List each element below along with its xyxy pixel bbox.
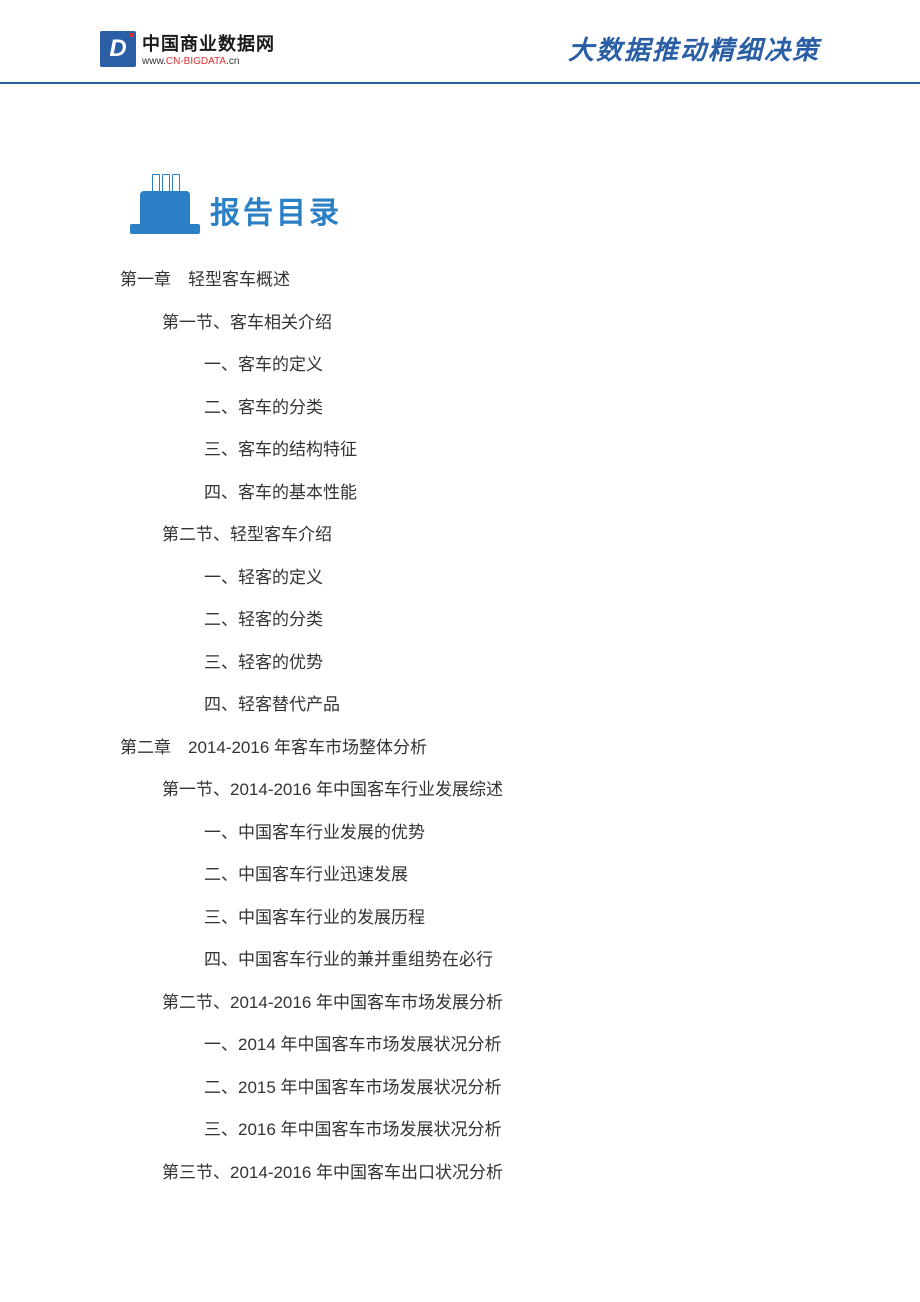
toc-entry-item: 一、轻客的定义 <box>204 557 800 600</box>
slogan: 大数据推动精细决策 <box>568 30 820 67</box>
logo-text: 中国商业数据网 www.CN-BIGDATA.cn <box>142 30 275 67</box>
content: 报告目录 第一章 轻型客车概述第一节、客车相关介绍一、客车的定义二、客车的分类三… <box>0 84 920 1234</box>
toc-entry-item: 二、中国客车行业迅速发展 <box>204 854 800 897</box>
toc-entry-chapter: 第一章 轻型客车概述 <box>120 259 800 302</box>
toc-entry-item: 二、客车的分类 <box>204 387 800 430</box>
logo-url-main: CN-BIGDATA <box>166 56 226 67</box>
toc-entry-section: 第一节、2014-2016 年中国客车行业发展综述 <box>162 769 800 812</box>
toc-entry-item: 二、轻客的分类 <box>204 599 800 642</box>
toc-header: 报告目录 <box>130 174 800 234</box>
logo-title: 中国商业数据网 <box>142 30 275 56</box>
toc-entry-chapter: 第二章 2014-2016 年客车市场整体分析 <box>120 727 800 770</box>
toc-entry-item: 三、客车的结构特征 <box>204 429 800 472</box>
logo: D 中国商业数据网 www.CN-BIGDATA.cn <box>100 30 275 67</box>
toc-entry-section: 第一节、客车相关介绍 <box>162 302 800 345</box>
computer-books-icon <box>130 174 200 234</box>
toc-entry-section: 第二节、轻型客车介绍 <box>162 514 800 557</box>
toc-list: 第一章 轻型客车概述第一节、客车相关介绍一、客车的定义二、客车的分类三、客车的结… <box>120 259 800 1194</box>
toc-entry-item: 三、中国客车行业的发展历程 <box>204 897 800 940</box>
toc-entry-item: 四、中国客车行业的兼并重组势在必行 <box>204 939 800 982</box>
page-header: D 中国商业数据网 www.CN-BIGDATA.cn 大数据推动精细决策 <box>0 0 920 84</box>
toc-entry-item: 一、客车的定义 <box>204 344 800 387</box>
logo-url-suffix: .cn <box>226 56 239 67</box>
toc-entry-item: 三、2016 年中国客车市场发展状况分析 <box>204 1109 800 1152</box>
toc-entry-section: 第二节、2014-2016 年中国客车市场发展分析 <box>162 982 800 1025</box>
toc-entry-item: 四、客车的基本性能 <box>204 472 800 515</box>
toc-entry-item: 一、中国客车行业发展的优势 <box>204 812 800 855</box>
toc-entry-item: 三、轻客的优势 <box>204 642 800 685</box>
toc-entry-item: 一、2014 年中国客车市场发展状况分析 <box>204 1024 800 1067</box>
toc-entry-item: 四、轻客替代产品 <box>204 684 800 727</box>
toc-entry-item: 二、2015 年中国客车市场发展状况分析 <box>204 1067 800 1110</box>
logo-url: www.CN-BIGDATA.cn <box>142 56 275 67</box>
toc-entry-section: 第三节、2014-2016 年中国客车出口状况分析 <box>162 1152 800 1195</box>
logo-url-prefix: www. <box>142 56 166 67</box>
logo-icon: D <box>100 31 136 67</box>
toc-title: 报告目录 <box>210 188 342 234</box>
